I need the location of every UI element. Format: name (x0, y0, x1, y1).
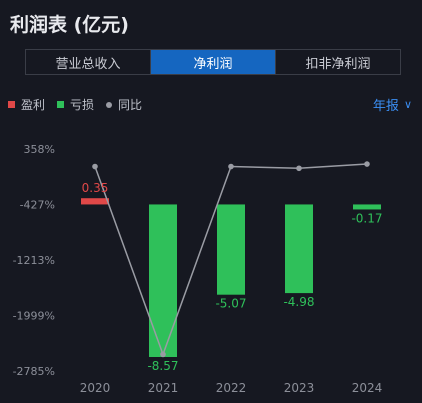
legend-yoy: 同比 (106, 96, 142, 113)
yoy-point-2020 (92, 163, 98, 170)
legend-yoy-label: 同比 (118, 98, 143, 112)
bar-value-label: -8.57 (147, 359, 178, 373)
period-label: 年报 (372, 99, 399, 114)
legend-profit: 盈利 (8, 96, 45, 113)
y-tick-label: -2785% (13, 365, 55, 378)
x-tick-label: 2021 (148, 381, 179, 395)
tab-deducted-net-profit[interactable]: 扣非净利润 (305, 56, 371, 72)
bar-value-label: -5.07 (215, 297, 246, 311)
bar-2021 (149, 204, 177, 357)
bar-value-label: -4.98 (283, 295, 314, 309)
y-tick-label: -1213% (13, 254, 55, 267)
legend-loss-label: 亏损 (70, 98, 95, 112)
period-selector[interactable]: 年报 ∨ (373, 95, 412, 114)
x-tick-label: 2023 (284, 381, 315, 395)
bar-2020 (81, 198, 109, 205)
bar-value-label: 0.35 (82, 181, 109, 195)
chart-legend: 盈利 亏损 同比 (8, 96, 154, 113)
x-tick-label: 2022 (216, 381, 247, 395)
legend-profit-label: 盈利 (21, 98, 46, 112)
legend-loss: 亏损 (57, 96, 94, 113)
bar-value-label: -0.17 (351, 211, 382, 225)
y-tick-label: -427% (20, 198, 55, 211)
tab-revenue[interactable]: 营业总收入 (26, 50, 151, 74)
x-tick-label: 2024 (352, 381, 383, 395)
yoy-point-2022 (228, 163, 234, 170)
y-tick-label: -1999% (13, 309, 55, 322)
yoy-point-2021 (160, 351, 166, 358)
y-tick-label: 358% (24, 143, 55, 156)
bar-2023 (285, 204, 313, 294)
page-title: 利润表 (亿元) (10, 14, 129, 36)
chevron-down-icon: ∨ (403, 98, 412, 111)
x-tick-label: 2020 (80, 381, 111, 395)
bar-2022 (217, 204, 245, 295)
yoy-point-2023 (296, 165, 302, 172)
yoy-dot-icon (106, 101, 113, 108)
yoy-point-2024 (364, 161, 370, 167)
metric-tabs: 营业总收入 净利润 扣非净利润 (25, 49, 401, 75)
bar-2024 (353, 204, 381, 210)
tab-net-profit[interactable]: 净利润 (151, 50, 276, 74)
profit-swatch-icon (8, 101, 15, 108)
loss-swatch-icon (57, 101, 65, 108)
